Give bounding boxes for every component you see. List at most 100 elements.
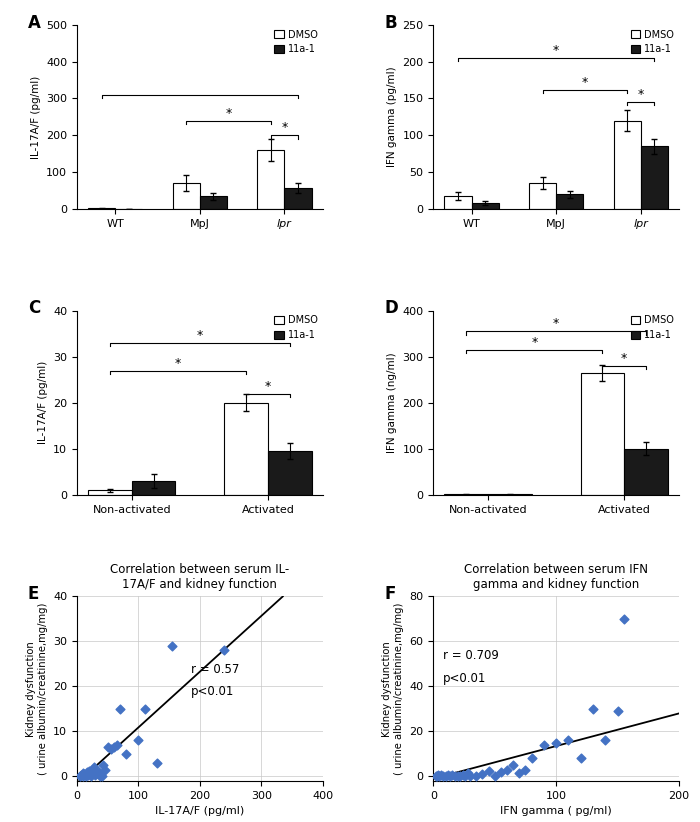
Point: [508, 759, 519, 772]
Y-axis label: Kidney dysfunction
( urine albumin/creatinine,mg/mg): Kidney dysfunction ( urine albumin/creat…: [382, 603, 404, 775]
Point: [538, 738, 550, 751]
Point: [438, 770, 449, 783]
Point: [433, 769, 444, 782]
Text: *: *: [638, 88, 644, 101]
Point: [114, 702, 125, 715]
Bar: [200, 196, 227, 209]
Bar: [132, 481, 175, 495]
Point: [120, 747, 132, 760]
Bar: [488, 494, 531, 495]
Point: [102, 741, 113, 754]
Bar: [268, 451, 312, 495]
Point: [520, 763, 531, 776]
Text: *: *: [281, 122, 288, 134]
Point: [87, 763, 98, 776]
Bar: [444, 196, 472, 209]
Bar: [640, 146, 668, 209]
Point: [84, 764, 95, 778]
Point: [430, 770, 441, 783]
Point: [587, 702, 598, 715]
Text: *: *: [175, 357, 181, 370]
Text: *: *: [621, 352, 627, 365]
Bar: [444, 494, 488, 495]
Point: [89, 761, 100, 774]
Text: D: D: [384, 299, 398, 317]
Point: [446, 769, 457, 782]
Point: [434, 770, 445, 783]
Point: [86, 766, 97, 779]
Point: [91, 767, 102, 780]
Point: [76, 769, 87, 782]
Point: [496, 765, 507, 778]
Text: *: *: [225, 107, 232, 119]
Text: E: E: [28, 585, 39, 603]
Bar: [624, 449, 668, 495]
Point: [83, 769, 94, 782]
Point: [219, 644, 230, 657]
Legend: DMSO, 11a-1: DMSO, 11a-1: [274, 316, 318, 340]
Text: r = 0.57: r = 0.57: [190, 663, 239, 676]
Text: *: *: [553, 44, 559, 57]
Point: [79, 768, 90, 781]
Point: [550, 736, 561, 749]
Point: [105, 743, 116, 756]
Text: C: C: [28, 299, 40, 317]
Y-axis label: IL-17A/F (pg/ml): IL-17A/F (pg/ml): [31, 76, 41, 159]
Bar: [88, 491, 132, 495]
Point: [514, 766, 525, 779]
Bar: [614, 121, 640, 209]
Point: [133, 734, 144, 747]
Text: *: *: [582, 76, 588, 89]
Point: [442, 768, 454, 781]
Point: [618, 612, 629, 626]
Point: [440, 770, 452, 783]
Point: [431, 770, 442, 783]
Bar: [173, 183, 200, 209]
Point: [477, 768, 488, 781]
Point: [99, 763, 110, 776]
Point: [94, 770, 106, 783]
Point: [465, 770, 476, 783]
Y-axis label: Kidney dysfunction
( urine albumin/creatinine,mg/mg): Kidney dysfunction ( urine albumin/creat…: [26, 603, 48, 775]
X-axis label: IL-17A/F (pg/ml): IL-17A/F (pg/ml): [155, 806, 244, 816]
Text: r = 0.709: r = 0.709: [443, 649, 499, 663]
Point: [96, 770, 107, 783]
Point: [111, 738, 122, 751]
Text: *: *: [531, 335, 538, 349]
Point: [90, 769, 101, 782]
Text: *: *: [197, 329, 203, 342]
Text: F: F: [384, 585, 395, 603]
Point: [85, 770, 96, 783]
Text: *: *: [553, 317, 559, 330]
Point: [74, 770, 85, 783]
Text: B: B: [384, 14, 397, 31]
Point: [93, 765, 104, 778]
Y-axis label: IL-17A/F (pg/ml): IL-17A/F (pg/ml): [38, 361, 48, 445]
Title: Correlation between serum IFN
gamma and kidney function: Correlation between serum IFN gamma and …: [464, 563, 648, 591]
Bar: [284, 187, 312, 209]
Point: [575, 752, 587, 765]
Point: [460, 770, 471, 783]
Point: [435, 769, 447, 782]
Point: [470, 770, 482, 783]
Point: [612, 704, 623, 718]
Legend: DMSO, 11a-1: DMSO, 11a-1: [631, 316, 674, 340]
Title: Correlation between serum IL-
17A/F and kidney function: Correlation between serum IL- 17A/F and …: [110, 563, 290, 591]
Point: [455, 770, 466, 783]
Bar: [258, 150, 284, 209]
Point: [462, 766, 473, 779]
Y-axis label: IFN gamma (ng/ml): IFN gamma (ng/ml): [387, 353, 397, 453]
Point: [600, 734, 611, 747]
Point: [78, 770, 89, 783]
Point: [77, 766, 88, 779]
Point: [452, 769, 463, 783]
Point: [501, 763, 512, 776]
Point: [450, 770, 461, 783]
Point: [445, 770, 456, 783]
Point: [489, 770, 500, 783]
Point: [483, 764, 494, 778]
Point: [80, 770, 91, 783]
Legend: DMSO, 11a-1: DMSO, 11a-1: [631, 30, 674, 54]
Bar: [472, 203, 498, 209]
Point: [108, 741, 120, 754]
